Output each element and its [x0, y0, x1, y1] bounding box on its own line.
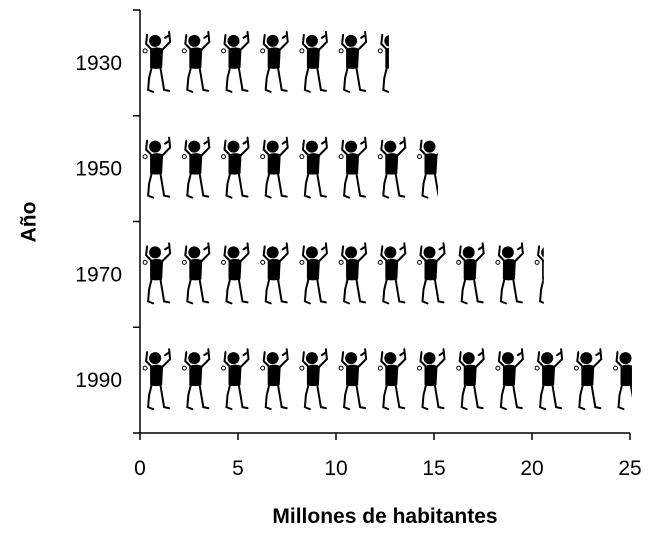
y-axis-title: Año	[18, 202, 41, 243]
icon	[259, 242, 289, 305]
icon	[259, 348, 289, 411]
icon	[377, 136, 407, 199]
bar	[142, 242, 544, 305]
icon	[220, 242, 250, 305]
icon	[220, 136, 250, 199]
x-axis-title: Millones de habitantes	[272, 505, 497, 528]
icon	[416, 242, 446, 305]
icon	[338, 136, 368, 199]
bar	[142, 348, 632, 411]
bar	[142, 136, 438, 199]
icon	[142, 242, 172, 305]
x-tick-label: 25	[618, 457, 641, 480]
icon	[377, 30, 389, 93]
icon	[142, 136, 172, 199]
icon	[181, 136, 211, 199]
bar	[142, 30, 389, 93]
x-tick-label: 10	[324, 457, 347, 480]
x-tick-label: 20	[520, 457, 543, 480]
icon	[142, 348, 172, 411]
icon	[534, 242, 544, 305]
icon	[416, 348, 446, 411]
icon	[455, 348, 485, 411]
icon	[181, 30, 211, 93]
icon	[455, 242, 485, 305]
icon	[298, 30, 328, 93]
x-tick-label: 0	[134, 457, 146, 480]
icon	[338, 242, 368, 305]
icon	[338, 348, 368, 411]
icon	[220, 348, 250, 411]
x-tick-label: 15	[422, 457, 445, 480]
icon	[377, 348, 407, 411]
icon	[298, 348, 328, 411]
icon	[377, 242, 407, 305]
icon	[573, 348, 603, 411]
icon	[298, 136, 328, 199]
icon	[259, 30, 289, 93]
icon	[220, 30, 250, 93]
icon	[142, 30, 172, 93]
icon	[181, 348, 211, 411]
x-tick-label: 5	[232, 457, 244, 480]
icon	[181, 242, 211, 305]
y-tick-label: 1930	[75, 52, 122, 75]
y-tick-label: 1990	[75, 369, 122, 392]
icon	[416, 136, 438, 199]
icon	[259, 136, 289, 199]
icon	[612, 348, 632, 411]
y-tick-label: 1970	[75, 263, 122, 286]
icon	[298, 242, 328, 305]
icon	[534, 348, 564, 411]
icon	[494, 242, 524, 305]
icon	[494, 348, 524, 411]
y-tick-label: 1950	[75, 158, 122, 181]
icon	[338, 30, 368, 93]
